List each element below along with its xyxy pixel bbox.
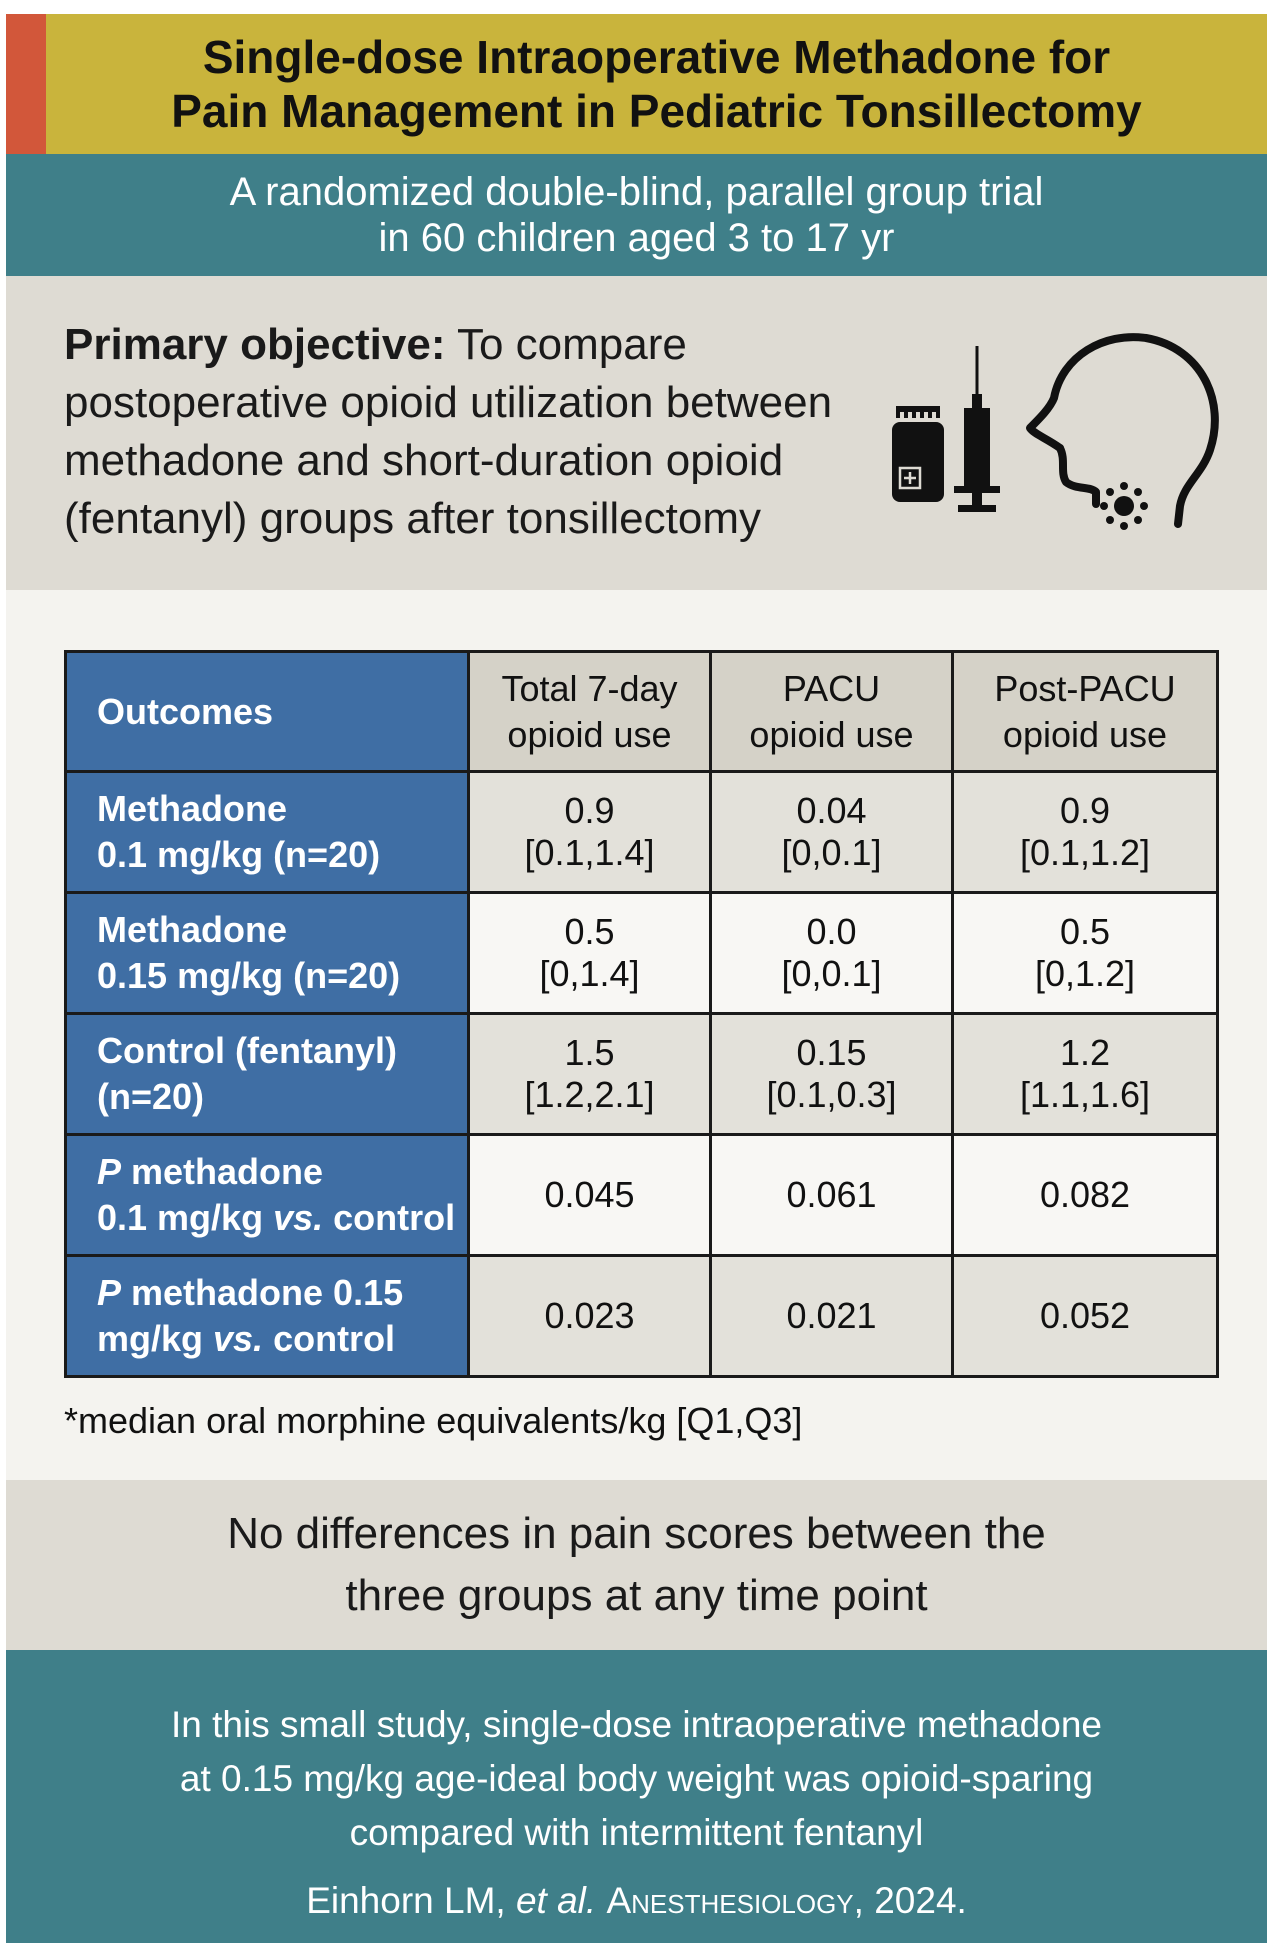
- table-cell: 0.061: [709, 1133, 954, 1257]
- title-band: Single-dose Intraoperative Methadone for…: [6, 14, 1267, 154]
- table-cell: 0.0 [0,0.1]: [709, 891, 954, 1015]
- head-profile-icon: [1026, 333, 1219, 530]
- objective-line: methadone and short-duration opioid: [64, 436, 784, 485]
- table-row: Methadone 0.15 mg/kg (n=20) 0.5 [0,1.4] 0.…: [64, 891, 1219, 1015]
- row-label: P methadone 0.1 mg/kg vs. control: [64, 1133, 470, 1257]
- conclusion-text: In this small study, single-dose intraop…: [171, 1704, 1102, 1853]
- objective-label: Primary objective:: [64, 320, 446, 369]
- table-cell: 1.2 [1.1,1.6]: [951, 1012, 1219, 1136]
- table-cell: 0.052: [951, 1254, 1219, 1378]
- table-cell: 0.023: [467, 1254, 712, 1378]
- table-cell: 0.9 [0.1,1.4]: [467, 770, 712, 894]
- conclusion-band: In this small study, single-dose intraop…: [6, 1650, 1267, 1943]
- table-header-row: Outcomes Total 7-day opioid use PACU opioi…: [64, 650, 1219, 773]
- pain-band: No differences in pain scores between th…: [6, 1480, 1267, 1650]
- header-pacu: PACU opioid use: [709, 650, 954, 773]
- table-row: Methadone 0.1 mg/kg (n=20) 0.9 [0.1,1.4] 0…: [64, 770, 1219, 894]
- subtitle-line: in 60 children aged 3 to 17 yr: [378, 216, 895, 260]
- pain-statement: No differences in pain scores between th…: [227, 1509, 1046, 1620]
- table-footnote: *median oral morphine equivalents/kg [Q1…: [64, 1400, 803, 1441]
- objective-text: Primary objective: To compare postoperat…: [64, 316, 884, 548]
- table-row: P methadone 0.15 mg/kg vs. control 0.023…: [64, 1254, 1219, 1378]
- title-accent-bar: [6, 14, 46, 154]
- objective-icons: [884, 326, 1244, 566]
- table-cell: 0.021: [709, 1254, 954, 1378]
- objective-line: To compare: [456, 320, 687, 369]
- subtitle-band: A randomized double-blind, parallel grou…: [6, 154, 1267, 276]
- citation: Einhorn LM, et al. Anesthesiology, 2024.: [306, 1880, 967, 1921]
- table-cell: 0.9 [0.1,1.2]: [951, 770, 1219, 894]
- table-cell: 0.082: [951, 1133, 1219, 1257]
- header-post-pacu: Post-PACU opioid use: [951, 650, 1219, 773]
- row-label: P methadone 0.15 mg/kg vs. control: [64, 1254, 470, 1378]
- objective-line: postoperative opioid utilization between: [64, 378, 833, 427]
- medicine-bottle-icon: [892, 406, 944, 502]
- header-total-7-day: Total 7-day opioid use: [467, 650, 712, 773]
- row-label: Methadone 0.15 mg/kg (n=20): [64, 891, 470, 1015]
- results-table: Outcomes Total 7-day opioid use PACU opioi…: [64, 650, 1219, 1378]
- table-cell: 0.5 [0,1.2]: [951, 891, 1219, 1015]
- table-cell: 1.5 [1.2,2.1]: [467, 1012, 712, 1136]
- table-cell: 0.04 [0,0.1]: [709, 770, 954, 894]
- header-outcomes: Outcomes: [64, 650, 470, 773]
- objective-band: Primary objective: To compare postoperat…: [6, 276, 1267, 590]
- page-title: Single-dose Intraoperative Methadone for…: [131, 30, 1142, 138]
- title-line: Pain Management in Pediatric Tonsillecto…: [171, 85, 1142, 137]
- syringe-icon: [954, 346, 1000, 512]
- subtitle-line: A randomized double-blind, parallel grou…: [229, 170, 1044, 214]
- objective-line: (fentanyl) groups after tonsillectomy: [64, 494, 761, 543]
- row-label: Control (fentanyl) (n=20): [64, 1012, 470, 1136]
- table-cell: 0.045: [467, 1133, 712, 1257]
- row-label: Methadone 0.1 mg/kg (n=20): [64, 770, 470, 894]
- table-row: P methadone 0.1 mg/kg vs. control 0.045 …: [64, 1133, 1219, 1257]
- table-cell: 0.15 [0.1,0.3]: [709, 1012, 954, 1136]
- table-row: Control (fentanyl) (n=20) 1.5 [1.2,2.1] 0.…: [64, 1012, 1219, 1136]
- subtitle: A randomized double-blind, parallel grou…: [230, 169, 1044, 261]
- title-line: Single-dose Intraoperative Methadone for: [202, 31, 1111, 83]
- table-cell: 0.5 [0,1.4]: [467, 891, 712, 1015]
- results-section: Outcomes Total 7-day opioid use PACU opioi…: [6, 590, 1267, 1480]
